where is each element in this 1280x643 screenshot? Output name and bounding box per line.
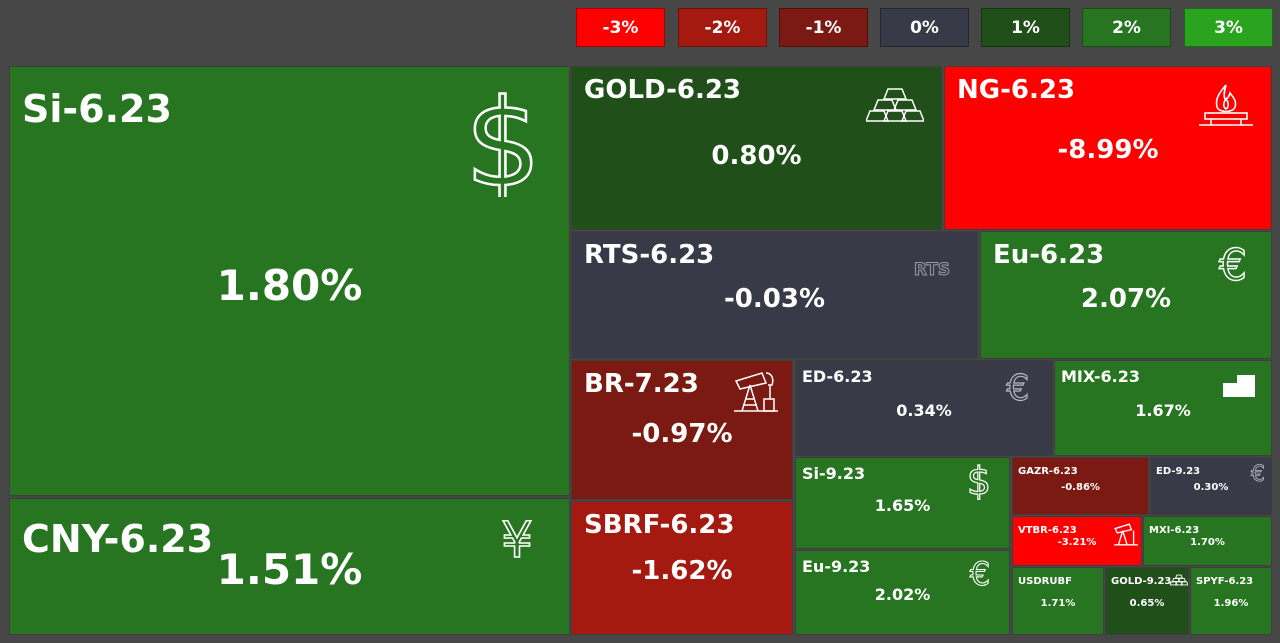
tile-sbrf-6-23[interactable]: SBRF-6.23 -1.62% <box>571 501 793 635</box>
euro-icon: € <box>964 557 996 589</box>
legend-item-zero: 0% <box>880 8 969 47</box>
tile-br-7-23[interactable]: BR-7.23 -0.97% <box>571 360 793 500</box>
tile-change: 1.51% <box>216 545 363 594</box>
tile-name: SBRF-6.23 <box>584 510 735 540</box>
tile-change: 0.65% <box>1129 598 1165 609</box>
tile-cny-6-23[interactable]: CNY-6.23 ¥ 1.51% <box>9 498 570 635</box>
oil-pump-icon <box>732 367 780 415</box>
tile-name: RTS-6.23 <box>584 240 715 270</box>
svg-text:RTS: RTS <box>914 260 950 280</box>
tile-si-9-23[interactable]: Si-9.23 $ 1.65% <box>795 457 1010 549</box>
tile-spyf-6-23[interactable]: SPYF-6.23 1.96% <box>1190 567 1272 635</box>
legend-item-minus-1: -1% <box>779 8 868 47</box>
tile-eu-6-23[interactable]: Eu-6.23 € 2.07% <box>980 231 1272 359</box>
tile-usdrubf[interactable]: USDRUBF 1.71% <box>1012 567 1104 635</box>
tile-change: -0.03% <box>724 284 825 314</box>
tile-name: Si-9.23 <box>802 464 866 483</box>
legend-item-plus-2: 2% <box>1082 8 1171 47</box>
tile-change: -0.97% <box>631 419 733 449</box>
tile-gold-6-23[interactable]: GOLD-6.23 0.80% <box>571 66 942 230</box>
tile-rts-6-23[interactable]: RTS-6.23 RTS -0.03% <box>571 231 978 359</box>
tile-name: USDRUBF <box>1018 576 1072 587</box>
legend-item-minus-3: -3% <box>576 8 665 47</box>
svg-text:¥: ¥ <box>501 513 533 565</box>
svg-text:€: € <box>1251 462 1265 484</box>
tile-name: SPYF-6.23 <box>1196 576 1254 587</box>
tile-name: MXI-6.23 <box>1149 525 1200 536</box>
tile-change: -1.62% <box>631 556 733 586</box>
gold-bars-icon <box>866 87 924 123</box>
tile-name: Eu-9.23 <box>802 557 871 576</box>
steps-icon <box>1223 375 1255 397</box>
tile-change: 0.34% <box>896 401 952 420</box>
tile-change: 1.80% <box>216 261 363 310</box>
svg-text:€: € <box>970 557 990 589</box>
dollar-icon: $ <box>964 460 994 500</box>
tile-vtbr-6-23[interactable]: VTBR-6.23 -3.21% <box>1012 516 1142 566</box>
tile-mxi-6-23[interactable]: MXI-6.23 1.70% <box>1143 516 1272 566</box>
yen-icon: ¥ <box>494 513 540 565</box>
legend-item-plus-1: 1% <box>981 8 1070 47</box>
tile-name: ED-6.23 <box>802 367 873 386</box>
tile-name: NG-6.23 <box>957 75 1076 105</box>
tile-name: Eu-6.23 <box>993 240 1105 270</box>
tile-si-6-23[interactable]: Si-6.23 $ 1.80% <box>9 66 570 496</box>
svg-text:$: $ <box>465 85 541 197</box>
tile-change: -0.86% <box>1061 482 1100 493</box>
tile-change: 2.02% <box>874 585 931 604</box>
tile-ed-6-23[interactable]: ED-6.23 € 0.34% <box>795 360 1053 456</box>
tile-name: ED-9.23 <box>1156 466 1201 477</box>
svg-text:$: $ <box>967 460 991 500</box>
tile-name: GOLD-9.23 <box>1111 576 1172 587</box>
tile-name: VTBR-6.23 <box>1018 525 1077 536</box>
tile-change: -3.21% <box>1057 537 1097 548</box>
tile-name: MIX-6.23 <box>1061 367 1141 386</box>
tile-gold-9-23[interactable]: GOLD-9.23 0.65% <box>1105 567 1189 635</box>
tile-change: 1.70% <box>1190 537 1225 548</box>
legend-item-plus-3: 3% <box>1184 8 1273 47</box>
tile-eu-9-23[interactable]: Eu-9.23 € 2.02% <box>795 550 1010 635</box>
tile-name: BR-7.23 <box>584 369 699 399</box>
dollar-icon: $ <box>458 85 548 197</box>
tile-change: 2.07% <box>1080 284 1172 314</box>
tile-change: -8.99% <box>1057 135 1159 165</box>
legend-item-minus-2: -2% <box>678 8 767 47</box>
tile-name: CNY-6.23 <box>22 517 214 561</box>
euro-icon: € <box>1211 242 1255 286</box>
tile-name: GOLD-6.23 <box>584 75 742 105</box>
euro-icon: € <box>1247 462 1269 484</box>
svg-text:€: € <box>1219 242 1247 286</box>
tile-gazr-6-23[interactable]: GAZR-6.23 -0.86% <box>1012 457 1149 515</box>
svg-text:€: € <box>1007 369 1030 405</box>
tile-name: Si-6.23 <box>22 87 172 131</box>
tile-change: 0.80% <box>711 141 802 171</box>
rts-logo-icon: RTS <box>906 258 958 281</box>
tile-change: 0.30% <box>1193 482 1229 493</box>
tile-change: 1.96% <box>1213 598 1249 609</box>
tile-ng-6-23[interactable]: NG-6.23 -8.99% <box>944 66 1272 230</box>
tile-name: GAZR-6.23 <box>1018 466 1078 477</box>
gas-flame-icon <box>1197 81 1255 129</box>
gold-bars-icon <box>1170 574 1188 586</box>
tile-change: 1.71% <box>1040 598 1076 609</box>
tile-ed-9-23[interactable]: ED-9.23 € 0.30% <box>1150 457 1272 515</box>
tile-change: 1.67% <box>1135 401 1191 420</box>
tile-mix-6-23[interactable]: MIX-6.23 1.67% <box>1054 360 1272 456</box>
euro-icon: € <box>1000 369 1036 405</box>
tile-change: 1.65% <box>874 496 931 515</box>
oil-pump-icon <box>1113 521 1139 547</box>
